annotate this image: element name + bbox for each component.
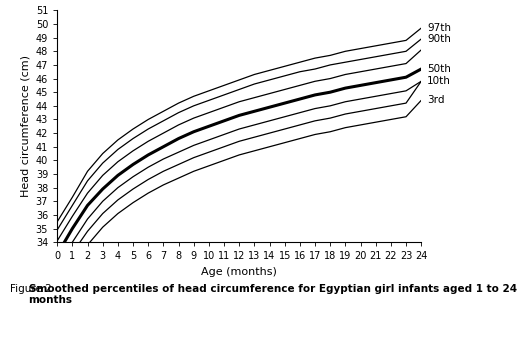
Y-axis label: Head circumference (cm): Head circumference (cm): [20, 55, 30, 197]
Text: 50th: 50th: [427, 64, 451, 74]
Text: 97th: 97th: [427, 23, 451, 33]
Text: Figure 2: Figure 2: [10, 284, 56, 294]
Text: 10th: 10th: [427, 76, 451, 86]
Text: 90th: 90th: [427, 34, 451, 44]
Text: 3rd: 3rd: [427, 95, 445, 106]
Text: Smoothed percentiles of head circumference for Egyptian girl infants aged 1 to 2: Smoothed percentiles of head circumferen…: [29, 284, 517, 305]
X-axis label: Age (months): Age (months): [201, 267, 277, 277]
